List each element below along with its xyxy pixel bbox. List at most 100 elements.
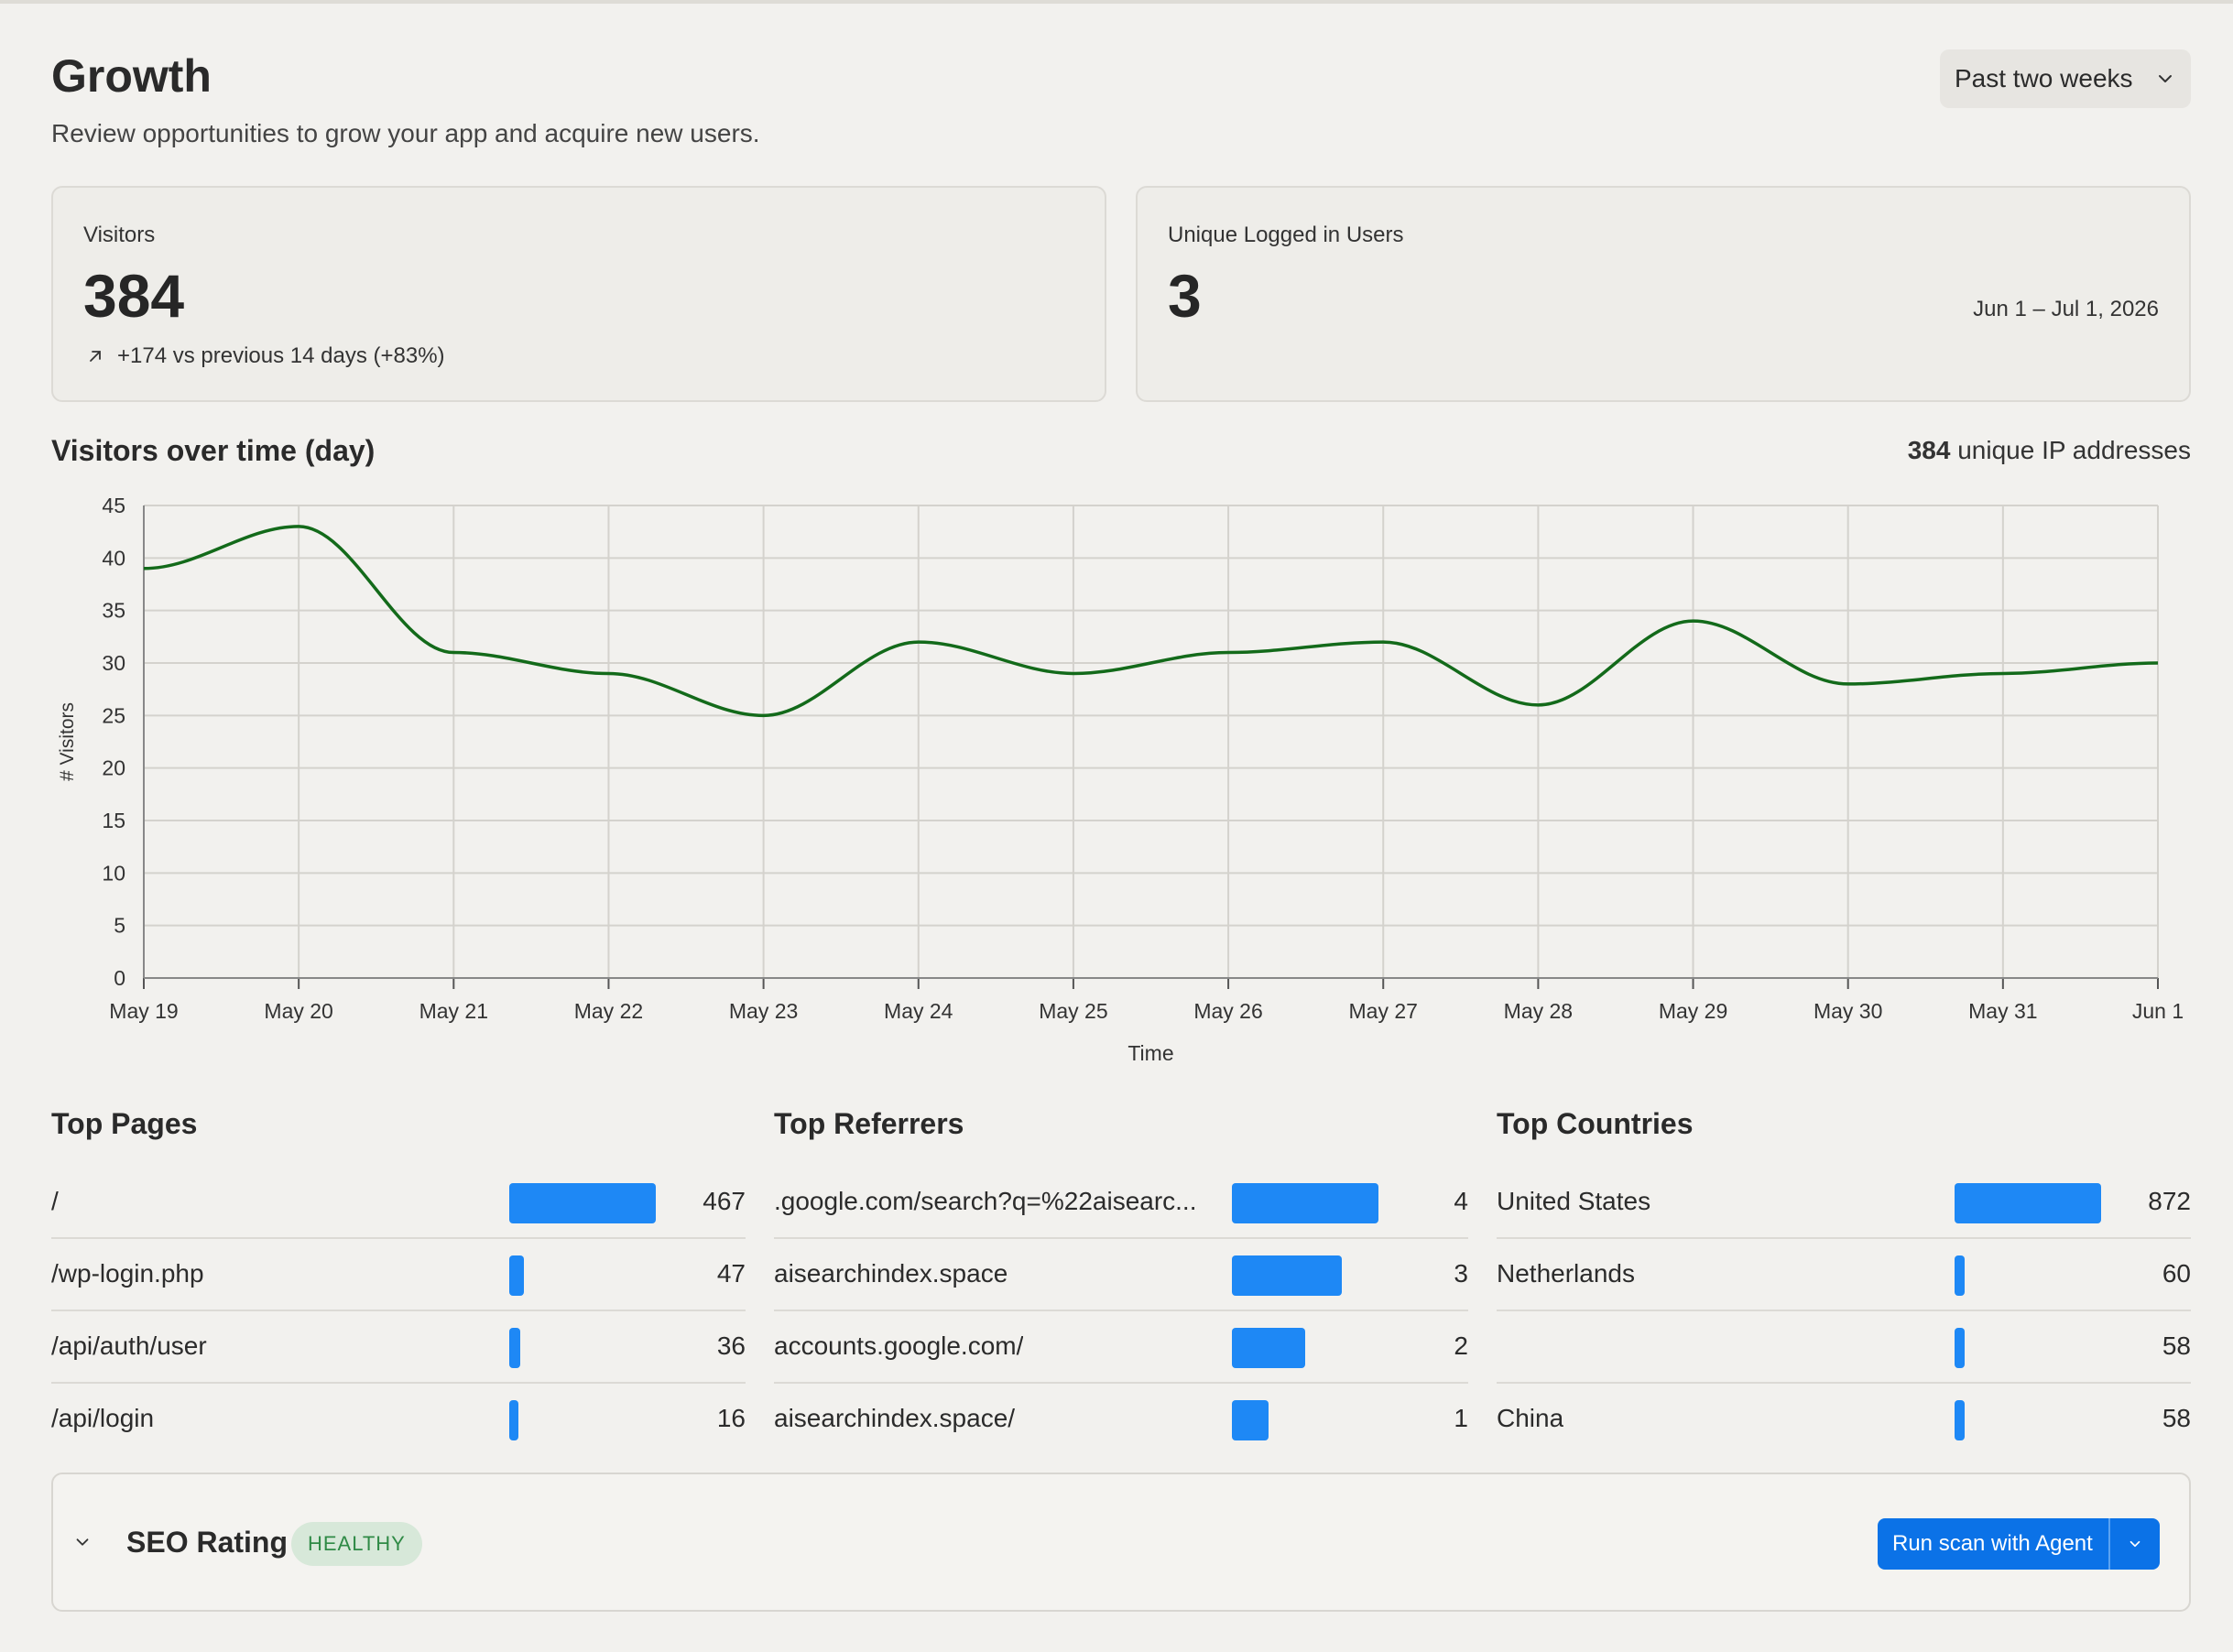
top-countries-row[interactable]: China 58 [1497, 1384, 2191, 1456]
row-bar [509, 1328, 520, 1368]
x-tick-label: May 19 [109, 999, 178, 1023]
page-subtitle: Review opportunities to grow your app an… [51, 119, 760, 147]
top-countries-row[interactable]: Netherlands 60 [1497, 1239, 2191, 1311]
x-tick-label: May 21 [419, 999, 488, 1023]
x-tick-label: May 31 [1968, 999, 2037, 1023]
top-pages-title: Top Pages [51, 1107, 198, 1140]
y-tick-label: 15 [102, 809, 125, 832]
row-bar [1955, 1255, 1965, 1296]
x-tick-label: May 30 [1814, 999, 1882, 1023]
y-tick-label: 40 [102, 546, 125, 570]
x-tick-label: May 25 [1039, 999, 1107, 1023]
visitors-value: 384 [83, 262, 185, 330]
row-count: 2 [1454, 1331, 1468, 1360]
row-bar [1955, 1400, 1965, 1440]
top-countries: Top Countries United States 872 Netherland… [1497, 1099, 2191, 1456]
row-count: 467 [703, 1187, 746, 1215]
y-tick-label: 45 [102, 494, 125, 517]
row-bar [1232, 1183, 1378, 1223]
users-date-range: Jun 1 – Jul 1, 2026 [1973, 297, 2159, 321]
unique-ip-count: 384 unique IP addresses [1908, 436, 2191, 465]
row-bar [509, 1400, 518, 1440]
bar-track [1955, 1400, 2101, 1440]
row-count: 60 [2162, 1259, 2191, 1288]
top-pages-row[interactable]: /wp-login.php 47 [51, 1239, 746, 1311]
button-divider [2108, 1518, 2110, 1570]
chart-title: Visitors over time (day) [51, 434, 376, 467]
row-count: 58 [2162, 1404, 2191, 1432]
x-tick-label: May 20 [264, 999, 332, 1023]
row-name: aisearchindex.space/ [774, 1404, 1016, 1432]
row-name: / [51, 1187, 59, 1215]
unique-ip-number: 384 [1907, 436, 1951, 464]
top-referrers-row[interactable]: aisearchindex.space 3 [774, 1239, 1468, 1311]
x-tick-label: May 29 [1659, 999, 1727, 1023]
row-count: 3 [1454, 1259, 1468, 1288]
row-count: 872 [2148, 1187, 2191, 1215]
seo-collapse-toggle[interactable] [64, 1524, 101, 1560]
x-tick-label: May 26 [1193, 999, 1262, 1023]
row-count: 4 [1454, 1187, 1468, 1215]
run-scan-dropdown[interactable] [2110, 1518, 2160, 1570]
x-tick-label: May 24 [884, 999, 953, 1023]
bar-track [1232, 1400, 1378, 1440]
bar-track [1955, 1183, 2101, 1223]
row-count: 1 [1454, 1404, 1468, 1432]
row-bar [1232, 1255, 1342, 1296]
row-name: /wp-login.php [51, 1259, 204, 1288]
top-pages: Top Pages / 467/wp-login.php 47/api/auth/u… [51, 1099, 746, 1456]
bar-track [1955, 1255, 2101, 1296]
chevron-down-icon [2130, 1540, 2140, 1548]
bar-track [1232, 1255, 1378, 1296]
visitors-delta: +174 vs previous 14 days (+83%) [86, 343, 445, 369]
date-range-label: Past two weeks [1955, 64, 2133, 92]
row-name: China [1497, 1404, 1564, 1432]
seo-title: SEO Rating [126, 1526, 289, 1559]
users-value: 3 [1168, 262, 1202, 330]
visitors-line-chart: 0 5 10 15 20 25 30 35 40 45 May 19 May 20 May 21 May … [57, 494, 2184, 1065]
row-name: accounts.google.com/ [774, 1331, 1024, 1360]
y-tick-label: 35 [102, 599, 125, 623]
users-label: Unique Logged in Users [1168, 223, 1404, 247]
top-countries-row[interactable]: United States 872 [1497, 1167, 2191, 1239]
run-scan-button-group: Run scan with Agent [1878, 1518, 2160, 1570]
top-referrers-row[interactable]: aisearchindex.space/1 [774, 1384, 1468, 1456]
row-bar [1955, 1328, 1965, 1368]
bar-track [1232, 1183, 1378, 1223]
bar-track [1955, 1328, 2101, 1368]
row-count: 58 [2162, 1331, 2191, 1360]
top-referrers-row[interactable]: accounts.google.com/2 [774, 1311, 1468, 1384]
bar-track [509, 1183, 656, 1223]
top-pages-row[interactable]: / 467 [51, 1167, 746, 1239]
y-axis-label: # Visitors [57, 702, 78, 781]
y-tick-label: 25 [102, 703, 125, 727]
top-countries-row[interactable]: 58 [1497, 1311, 2191, 1384]
users-card: Unique Logged in Users 3 Jun 1 – Jul 1, … [1136, 186, 2191, 402]
row-count: 36 [716, 1331, 746, 1360]
top-referrers-row[interactable]: .google.com/search?q=%22aisearc... 4 [774, 1167, 1468, 1239]
x-tick-label: May 27 [1349, 999, 1418, 1023]
visitors-delta-text: +174 vs previous 14 days (+83%) [117, 343, 445, 368]
visitors-label: Visitors [83, 223, 156, 247]
unique-ip-label: unique IP addresses [1950, 436, 2191, 464]
series-line [143, 525, 2159, 718]
row-bar [509, 1255, 524, 1296]
x-tick-label: May 28 [1504, 999, 1573, 1023]
row-name: .google.com/search?q=%22aisearc... [774, 1187, 1197, 1215]
row-count: 47 [716, 1259, 746, 1288]
top-countries-title: Top Countries [1497, 1107, 1694, 1140]
y-tick-label: 10 [102, 861, 125, 885]
row-name: Netherlands [1497, 1259, 1635, 1288]
top-pages-row[interactable]: /api/login 16 [51, 1384, 746, 1456]
run-scan-button[interactable]: Run scan with Agent [1892, 1531, 2093, 1556]
top-referrers-title: Top Referrers [774, 1107, 964, 1140]
x-axis-label: Time [1127, 1041, 1173, 1065]
date-range-select[interactable]: Past two weeks [1940, 49, 2191, 108]
y-tick-label: 0 [114, 966, 125, 990]
top-pages-row[interactable]: /api/auth/user 36 [51, 1311, 746, 1384]
bar-track [509, 1328, 656, 1368]
page-title: Growth [51, 50, 212, 102]
top-referrers: Top Referrers .google.com/search?q=%22ai… [774, 1099, 1468, 1456]
chevron-down-icon [2159, 75, 2172, 82]
row-name: United States [1497, 1187, 1651, 1215]
